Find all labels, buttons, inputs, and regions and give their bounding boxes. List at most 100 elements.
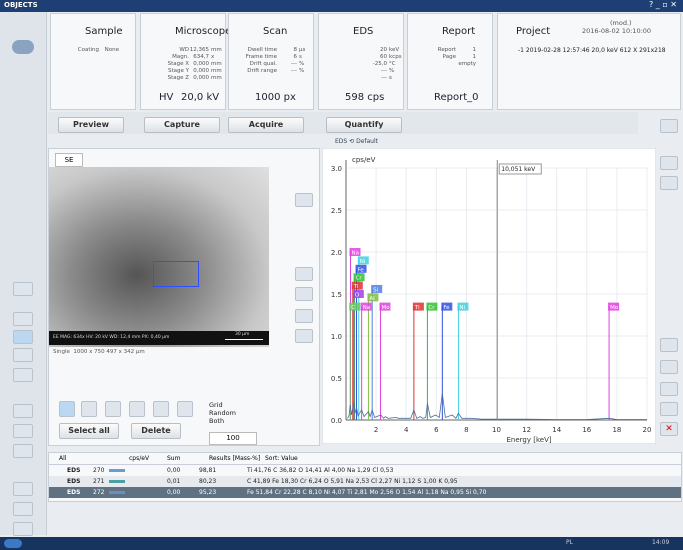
panel-field: Drift range — [233, 68, 277, 74]
x-tick-label: 18 — [612, 426, 621, 434]
panel-field: --- — [275, 68, 297, 74]
element-label: Si — [373, 287, 378, 293]
header-cell[interactable]: All — [59, 453, 66, 464]
side-button[interactable] — [13, 424, 33, 438]
side-button[interactable] — [295, 267, 313, 281]
x-tick-label: 14 — [552, 426, 561, 434]
panel-field: empty — [454, 61, 476, 67]
side-button[interactable] — [660, 402, 678, 416]
side-button[interactable] — [295, 193, 313, 207]
panel-field: Stage Y — [145, 68, 189, 74]
tab[interactable]: SE — [55, 153, 83, 167]
side-button[interactable] — [660, 176, 678, 190]
tool-button[interactable] — [129, 401, 145, 417]
sem-image — [49, 167, 269, 347]
panel-field: °C — [389, 61, 396, 67]
side-button[interactable] — [295, 309, 313, 323]
delete-button[interactable]: Delete — [131, 423, 181, 439]
radio-option[interactable]: Random — [209, 409, 236, 417]
side-button[interactable] — [660, 119, 678, 133]
tool-button[interactable] — [177, 401, 193, 417]
tool-button[interactable] — [59, 401, 75, 417]
side-button[interactable] — [295, 287, 313, 301]
element-label: Ti — [414, 305, 420, 311]
window-controls[interactable]: ? _ ▫ ✕ — [649, 0, 677, 9]
panel-field: 1 — [454, 54, 476, 60]
y-tick-label: 1.5 — [331, 291, 342, 299]
lang: PL — [566, 539, 573, 546]
info-text: EE MAG: 634x HV: 20 kV WD: 12,4 mm PX: 0… — [53, 335, 169, 340]
close-button[interactable]: ✕ — [660, 422, 678, 436]
side-button[interactable] — [13, 368, 33, 382]
side-button[interactable] — [660, 382, 678, 396]
side-button[interactable] — [13, 444, 33, 458]
side-button[interactable] — [660, 156, 678, 170]
panel-field: None — [97, 47, 119, 53]
panel-field: 20 — [365, 47, 387, 53]
profile: EDS ⟲ Default — [335, 138, 378, 145]
header-cell[interactable]: cps/eV — [129, 453, 149, 464]
panel-field: % — [389, 68, 394, 74]
project-entry[interactable]: -1 2019-02-28 12:57:46 20,0 keV 612 X 29… — [518, 47, 666, 54]
toolbar-button[interactable]: Acquire — [228, 117, 304, 133]
count-input[interactable]: 100 — [209, 432, 257, 445]
toolbar-button[interactable]: Capture — [144, 117, 220, 133]
element-label: Mo — [610, 305, 619, 311]
profile-name: EDS — [335, 138, 347, 145]
panel-field: --- — [365, 75, 387, 81]
panel-field: 8 — [275, 47, 297, 53]
sidebar — [0, 12, 47, 535]
header-cell[interactable]: Sum — [167, 453, 180, 464]
panel-title: Microscope — [175, 26, 231, 37]
title-bar: OBJECTS ? _ ▫ ✕ — [0, 0, 683, 12]
side-button[interactable] — [13, 330, 33, 344]
panel-field: kcps — [389, 54, 402, 60]
side-button[interactable] — [295, 329, 313, 343]
scale-label: 30 µm — [235, 332, 249, 337]
x-tick-label: 6 — [434, 426, 439, 434]
cell: Fe 51,84 Cr 22,28 C 8,10 Ni 4,07 Ti 2,81… — [247, 487, 486, 498]
side-button[interactable] — [13, 502, 33, 516]
header-cell[interactable]: Sort: Value — [265, 453, 298, 464]
tool-button[interactable] — [153, 401, 169, 417]
side-button[interactable] — [13, 312, 33, 326]
element-label: Fe — [443, 305, 450, 311]
project-panel[interactable]: Project (mod.) 2016-08-02 10:10:00 -1 20… — [497, 13, 681, 110]
panel-field: mm — [211, 47, 222, 53]
side-button[interactable] — [660, 338, 678, 352]
app: {"titlebar":{"title":"OBJECTS"}, "panels… — [0, 0, 683, 550]
start-button[interactable] — [4, 539, 22, 548]
select-all-button[interactable]: Select all — [59, 423, 119, 439]
radio-option[interactable]: Both — [209, 417, 224, 425]
panel-field: % — [299, 68, 304, 74]
header-cell[interactable]: Results [Mass-%] — [209, 453, 260, 464]
cell: C 41,89 Fe 18,30 Cr 6,24 O 5,91 Na 2,53 … — [247, 476, 458, 487]
side-button[interactable] — [13, 404, 33, 418]
toolbar-button[interactable]: Quantify — [326, 117, 402, 133]
panel-title: Scan — [263, 26, 287, 37]
side-button[interactable] — [13, 282, 33, 296]
radio-option[interactable]: Grid — [209, 401, 223, 409]
tool-button[interactable] — [81, 401, 97, 417]
tool-button[interactable] — [105, 401, 121, 417]
taskbar: PL 14:09 — [0, 537, 683, 550]
panel-field: mm — [211, 75, 222, 81]
side-button[interactable] — [660, 360, 678, 374]
x-tick-label: 12 — [522, 426, 531, 434]
toolbar-button[interactable]: Preview — [58, 117, 124, 133]
y-tick-label: 0.0 — [331, 417, 342, 425]
side-button[interactable] — [13, 482, 33, 496]
side-button[interactable] — [13, 348, 33, 362]
title: OBJECTS — [4, 1, 38, 9]
side-button[interactable] — [13, 522, 33, 536]
selection-box[interactable] — [153, 261, 199, 287]
